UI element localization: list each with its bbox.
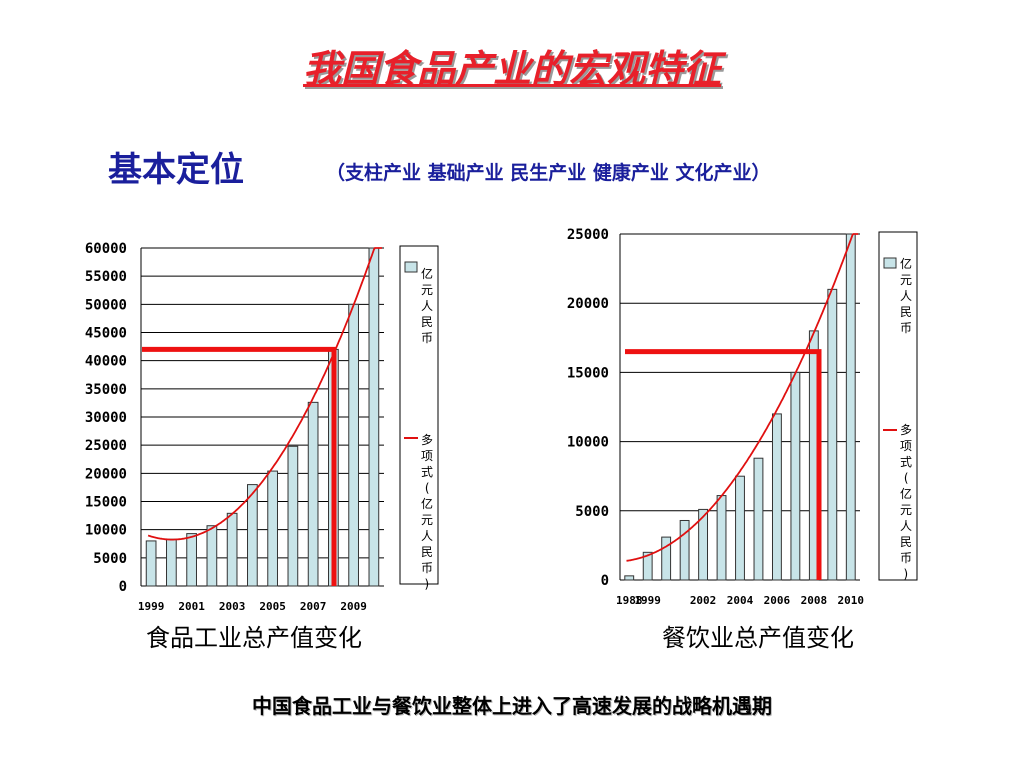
bar	[247, 484, 258, 587]
y-tick-label: 15000	[567, 365, 609, 381]
y-tick-label: 50000	[85, 297, 127, 313]
trendline	[626, 233, 859, 562]
bar	[206, 525, 218, 587]
bar	[771, 413, 782, 581]
x-tick-label: 1999	[634, 594, 661, 607]
y-tick-label: 35000	[85, 382, 127, 398]
page-title: 我国食品产业的宏观特征	[302, 47, 721, 91]
legend-box	[878, 231, 918, 581]
legend-label-bars: 亿元人民币	[900, 256, 912, 335]
legend-label-bars: 亿元人民币	[421, 266, 433, 345]
bar	[753, 457, 764, 581]
x-tick-label: 1999	[138, 600, 165, 613]
y-tick-label: 5000	[93, 551, 127, 567]
x-tick-label: 2003	[219, 600, 246, 613]
bar	[166, 538, 177, 587]
bar	[267, 470, 278, 587]
reference-marker	[142, 346, 337, 586]
y-tick-label: 40000	[85, 354, 127, 370]
y-tick-label: 25000	[567, 227, 609, 243]
bar	[698, 508, 709, 581]
bar	[307, 401, 319, 587]
x-tick-label: 2004	[727, 594, 754, 607]
bar	[287, 445, 299, 587]
catering-chart-caption: 餐饮业总产值变化	[662, 624, 854, 652]
y-tick-label: 20000	[85, 466, 127, 482]
y-tick-label: 0	[601, 573, 609, 589]
x-tick-label: 2002	[690, 594, 717, 607]
y-tick-label: 20000	[567, 296, 609, 312]
y-tick-label: 5000	[575, 504, 609, 520]
y-tick-label: 30000	[85, 410, 127, 426]
trendline	[147, 247, 382, 541]
y-tick-label: 0	[119, 579, 127, 595]
bar	[661, 536, 672, 581]
subtitle-note: （支柱产业 基础产业 民生产业 健康产业 文化产业）	[326, 162, 771, 184]
bar	[145, 540, 157, 587]
bar	[642, 551, 653, 581]
bar	[735, 475, 745, 581]
y-tick-label: 45000	[85, 326, 127, 342]
legend-label-trend: 多项式(亿元人民币)	[421, 433, 433, 591]
x-tick-label: 2008	[801, 594, 828, 607]
bar	[845, 233, 856, 581]
legend-bar-swatch	[404, 261, 418, 273]
x-tick-label: 1988	[616, 594, 643, 607]
bar	[716, 495, 727, 581]
legend-bar-swatch	[883, 257, 897, 269]
subtitle: 基本定位	[108, 150, 244, 190]
food-chart-caption: 食品工业总产值变化	[146, 624, 362, 652]
y-tick-label: 10000	[85, 523, 127, 539]
x-tick-label: 2001	[178, 600, 205, 613]
legend-box	[399, 245, 439, 585]
legend-label-trend: 多项式(亿元人民币)	[900, 423, 912, 581]
x-tick-label: 2007	[300, 600, 327, 613]
food-industry-chart: 6000055000500004500040000350003000025000…	[85, 241, 439, 613]
y-tick-label: 55000	[85, 269, 127, 285]
bar	[186, 533, 197, 587]
y-tick-label: 25000	[85, 438, 127, 454]
reference-marker	[625, 349, 822, 580]
y-tick-label: 15000	[85, 495, 127, 511]
x-tick-label: 2009	[340, 600, 367, 613]
bar	[679, 519, 690, 581]
y-tick-label: 60000	[85, 241, 127, 257]
bottom-note: 中国食品工业与餐饮业整体上进入了高速发展的战略机遇期	[252, 694, 772, 718]
bar	[827, 288, 838, 581]
y-tick-label: 10000	[567, 435, 609, 451]
x-tick-label: 2006	[764, 594, 791, 607]
bar	[226, 512, 238, 587]
bar	[348, 303, 359, 587]
bar	[790, 371, 801, 581]
bar	[368, 247, 380, 587]
x-tick-label: 2005	[259, 600, 286, 613]
bar	[624, 575, 635, 581]
x-tick-label: 2010	[838, 594, 865, 607]
